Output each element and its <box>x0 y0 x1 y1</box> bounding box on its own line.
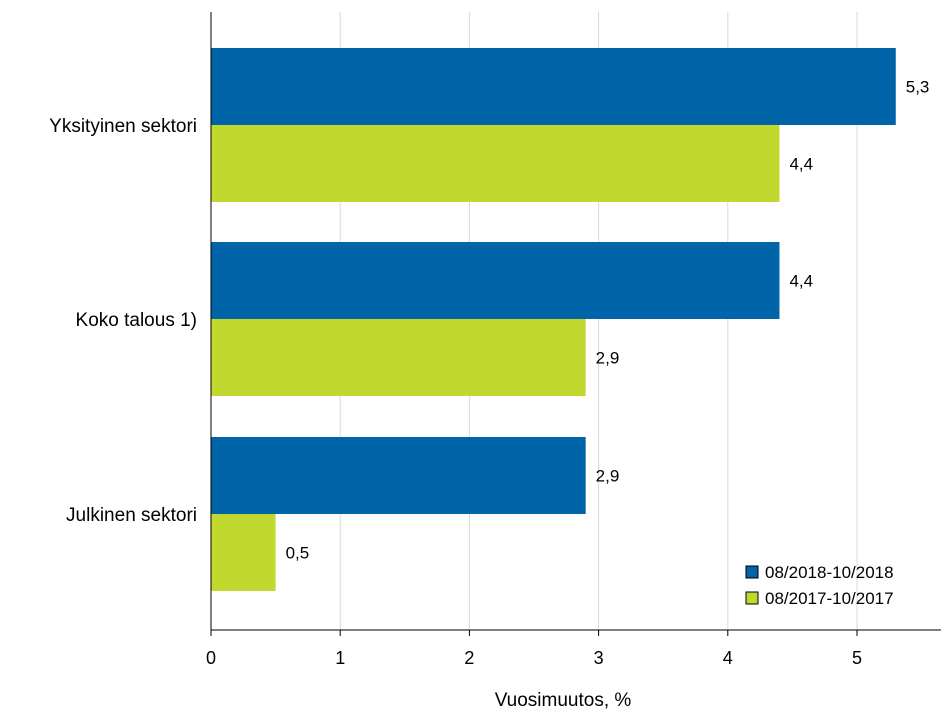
data-labels: 5,3 4,4 2,9 4,4 2,9 0,5 <box>286 78 930 563</box>
legend-label: 08/2017-10/2017 <box>765 589 894 608</box>
data-label: 0,5 <box>286 544 310 563</box>
category-label: Yksityinen sektori <box>49 116 197 137</box>
x-tick-label: 0 <box>206 648 216 668</box>
x-axis: 0 1 2 3 4 5 <box>206 12 941 668</box>
data-label: 2,9 <box>596 349 620 368</box>
x-tick-label: 4 <box>723 648 733 668</box>
bars <box>211 48 896 591</box>
bar <box>211 437 586 514</box>
data-label: 4,4 <box>789 155 813 174</box>
x-tick-label: 3 <box>594 648 604 668</box>
legend-swatch <box>745 565 759 579</box>
x-tick-label: 5 <box>852 648 862 668</box>
legend: 08/2018-10/2018 08/2017-10/2017 <box>745 563 894 608</box>
category-label: Koko talous 1) <box>76 310 197 331</box>
x-axis-title: Vuosimuutos, % <box>495 690 632 711</box>
x-tick-label: 1 <box>335 648 345 668</box>
data-label: 4,4 <box>789 272 813 291</box>
data-label: 2,9 <box>596 467 620 486</box>
x-tick-label: 2 <box>464 648 474 668</box>
category-labels: Yksityinen sektori Koko talous 1) Julkinen… <box>49 116 197 526</box>
data-label: 5,3 <box>906 78 930 97</box>
legend-swatch <box>745 591 759 605</box>
category-label: Julkinen sektori <box>66 505 197 526</box>
bar <box>211 319 586 396</box>
bar <box>211 48 896 125</box>
bar <box>211 242 780 319</box>
bar <box>211 125 780 202</box>
bar <box>211 514 276 591</box>
legend-label: 08/2018-10/2018 <box>765 563 894 582</box>
